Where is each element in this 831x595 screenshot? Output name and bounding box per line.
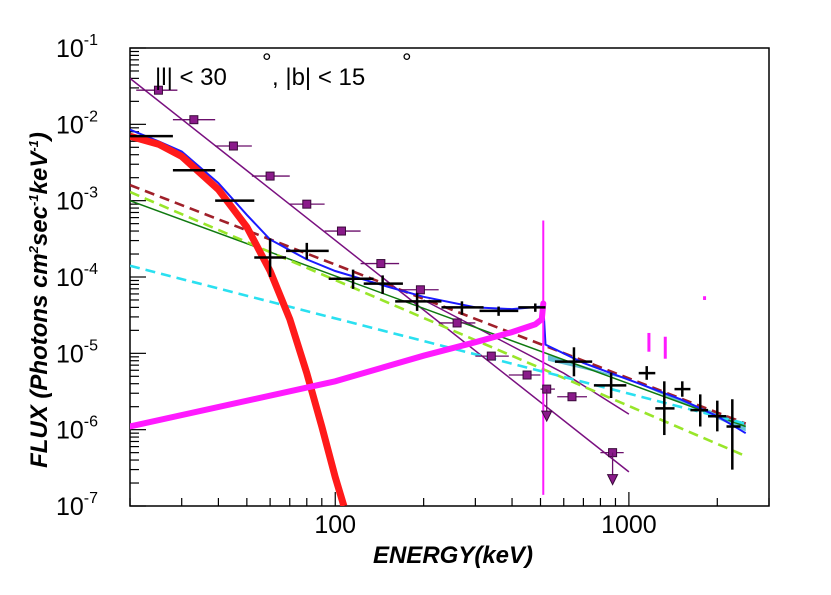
y-tick-label: 10-7	[56, 490, 98, 521]
y-tick-label: 10-2	[56, 108, 98, 139]
annotation-l-degree: °	[262, 49, 272, 76]
y-label-sup-c: -1	[26, 140, 41, 152]
series-line	[130, 199, 746, 428]
purple-point	[189, 115, 199, 125]
purple-point	[336, 226, 346, 236]
x-tick-label: 100	[314, 511, 356, 539]
plot-frame	[129, 47, 770, 507]
series-line	[130, 77, 630, 473]
axis-tick-labels: 100 1000 10-1 10-2 10-3 10-4 10-5 10-6 10-7	[56, 32, 657, 539]
purple-point	[153, 85, 163, 95]
purple-point	[302, 199, 312, 209]
purple-point	[486, 351, 496, 361]
overlay-layer	[130, 134, 741, 470]
y-label-part-b: sec	[26, 206, 53, 246]
purple-point	[228, 141, 238, 151]
series-dashed-line	[130, 183, 747, 425]
purple-point	[522, 370, 532, 380]
series-dashed-line	[130, 264, 747, 425]
y-label-part-d: )	[26, 132, 53, 143]
y-tick-label: 10-3	[56, 185, 98, 216]
annotation-l: |l| < 30	[155, 64, 227, 91]
x-tick-label: 1000	[601, 511, 657, 539]
y-label-part-a: FLUX (Photons cm	[26, 253, 53, 468]
purple-point	[376, 259, 386, 269]
series-dashed-line	[130, 190, 747, 458]
y-tick-label: 10-4	[56, 261, 98, 292]
y-label-sup-a: 2	[26, 245, 41, 254]
purple-point	[415, 285, 425, 295]
upper-limit-arrow	[606, 474, 619, 486]
y-label-sup-b: -1	[26, 194, 41, 206]
series-layer	[130, 77, 747, 506]
y-tick-label: 10-1	[56, 32, 98, 63]
annotation-b: , |b| < 15	[272, 64, 365, 91]
y-label-part-c: keV	[26, 150, 53, 195]
blue-model-curve	[130, 128, 747, 435]
upper-limit-arrow	[540, 410, 553, 423]
purple-point	[452, 318, 462, 328]
x-axis-label: ENERGY(keV)	[373, 542, 533, 569]
magenta-continuum-curve	[130, 300, 547, 430]
y-tick-label: 10-6	[56, 414, 98, 445]
axis-ticks	[129, 47, 770, 507]
y-tick-label: 10-5	[56, 337, 98, 368]
svg-text:FLUX (Photons cm2sec-1keV-1): FLUX (Photons cm2sec-1keV-1)	[26, 132, 53, 468]
purple-point	[265, 171, 275, 181]
purple-point	[567, 392, 577, 402]
series-line	[423, 299, 630, 415]
red-thermal-curve	[130, 132, 348, 506]
y-axis-label: FLUX (Photons cm2sec-1keV-1)	[26, 132, 53, 468]
annotation-b-degree: °	[402, 49, 412, 76]
